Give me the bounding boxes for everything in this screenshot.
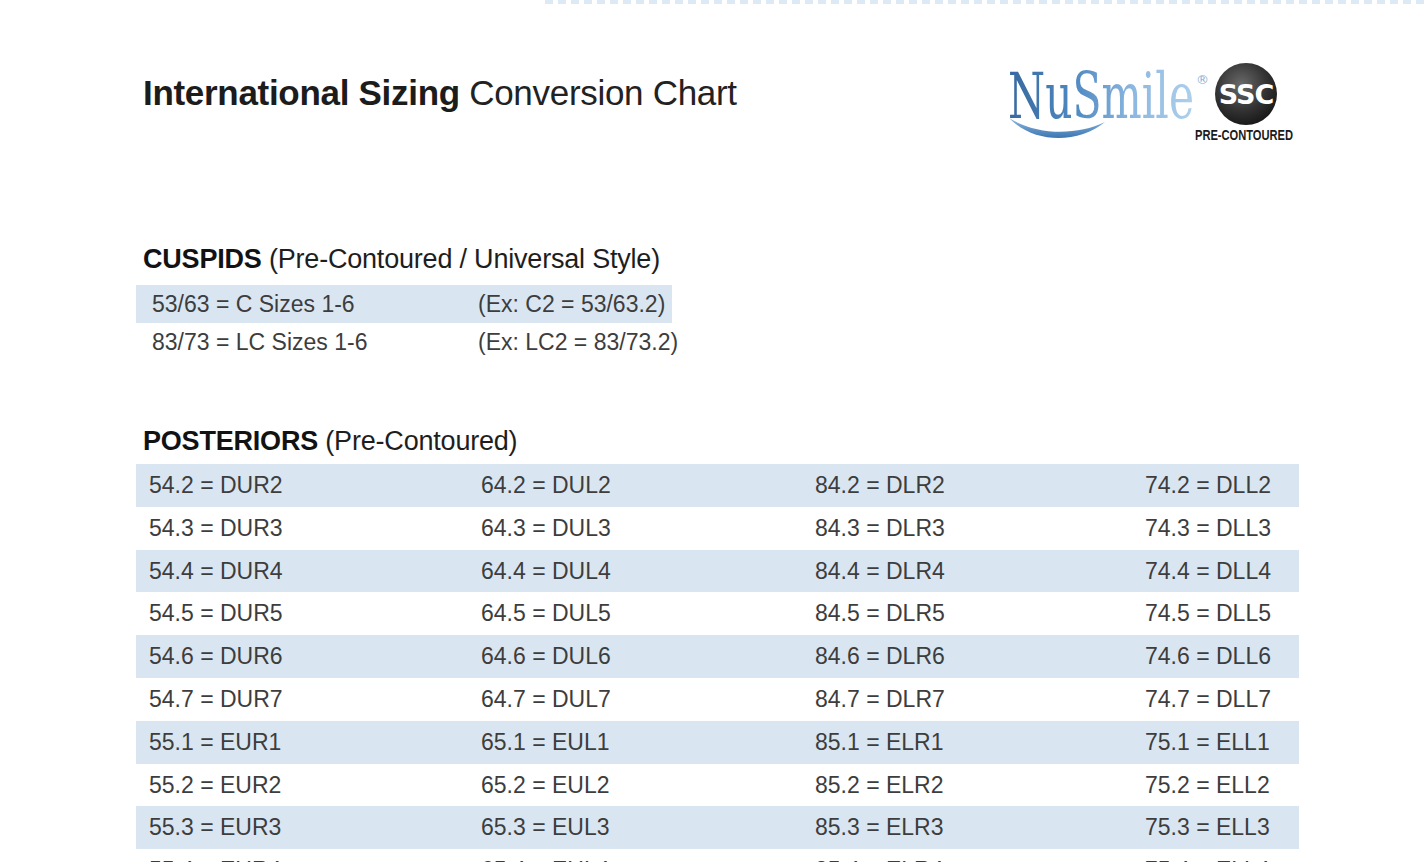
table-cell: 54.4 = DUR4 <box>149 550 481 593</box>
cuspids-heading: CUSPIDS (Pre-Contoured / Universal Style… <box>143 246 660 273</box>
table-row: 55.4 = EUR465.4 = EUL485.4 = ELR475.4 = … <box>136 849 1299 862</box>
table-cell: 85.1 = ELR1 <box>815 721 1145 764</box>
table-cell: 54.6 = DUR6 <box>149 635 481 678</box>
table-cell: (Ex: LC2 = 83/73.2) <box>478 323 678 361</box>
table-cell: 64.4 = DUL4 <box>481 550 815 593</box>
table-cell: 75.1 = ELL1 <box>1145 721 1299 764</box>
posteriors-heading: POSTERIORS (Pre-Contoured) <box>143 428 517 455</box>
table-row: 54.7 = DUR764.7 = DUL784.7 = DLR774.7 = … <box>136 678 1299 721</box>
table-cell: 83/73 = LC Sizes 1-6 <box>152 323 478 361</box>
table-cell: 65.3 = EUL3 <box>481 806 815 849</box>
posteriors-heading-note: (Pre-Contoured) <box>318 426 517 456</box>
table-row: 55.1 = EUR165.1 = EUL185.1 = ELR175.1 = … <box>136 721 1299 764</box>
table-cell: 84.7 = DLR7 <box>815 678 1145 721</box>
ssc-badge-label: SSC <box>1219 79 1274 110</box>
table-cell: 64.2 = DUL2 <box>481 464 815 507</box>
table-cell: 64.6 = DUL6 <box>481 635 815 678</box>
table-row: 54.5 = DUR564.5 = DUL584.5 = DLR574.5 = … <box>136 592 1299 635</box>
table-cell: 85.3 = ELR3 <box>815 806 1145 849</box>
table-cell: 54.2 = DUR2 <box>149 464 481 507</box>
table-cell: 84.3 = DLR3 <box>815 507 1145 550</box>
table-row: 83/73 = LC Sizes 1-6(Ex: LC2 = 83/73.2) <box>136 323 672 361</box>
table-row: 55.3 = EUR365.3 = EUL385.3 = ELR375.3 = … <box>136 806 1299 849</box>
table-cell: 74.3 = DLL3 <box>1145 507 1299 550</box>
table-cell: 75.3 = ELL3 <box>1145 806 1299 849</box>
dashed-cut-line <box>545 0 1424 4</box>
nusmile-wordmark-text: NuSmile <box>1008 59 1194 133</box>
table-row: 54.2 = DUR264.2 = DUL284.2 = DLR274.2 = … <box>136 464 1299 507</box>
cuspids-table: 53/63 = C Sizes 1-6(Ex: C2 = 53/63.2)83/… <box>136 285 672 361</box>
table-cell: 84.2 = DLR2 <box>815 464 1145 507</box>
table-cell: 54.7 = DUR7 <box>149 678 481 721</box>
table-cell: 85.2 = ELR2 <box>815 764 1145 807</box>
table-cell: 74.5 = DLL5 <box>1145 592 1299 635</box>
table-row: 54.3 = DUR364.3 = DUL384.3 = DLR374.3 = … <box>136 507 1299 550</box>
cuspids-heading-bold: CUSPIDS <box>143 244 262 274</box>
nusmile-wordmark: NuSmile ® <box>1008 59 1209 138</box>
brand-logo: NuSmile ® SSC PRE-CONTOURED <box>1006 58 1298 146</box>
table-row: 55.2 = EUR265.2 = EUL285.2 = ELR275.2 = … <box>136 764 1299 807</box>
table-cell: 65.1 = EUL1 <box>481 721 815 764</box>
table-cell: 84.5 = DLR5 <box>815 592 1145 635</box>
table-cell: 55.1 = EUR1 <box>149 721 481 764</box>
table-cell: 75.4 = ELL4 <box>1145 849 1299 862</box>
registered-trademark-icon: ® <box>1196 72 1209 87</box>
table-cell: 74.4 = DLL4 <box>1145 550 1299 593</box>
table-cell: 84.4 = DLR4 <box>815 550 1145 593</box>
table-cell: 74.6 = DLL6 <box>1145 635 1299 678</box>
table-cell: 75.2 = ELL2 <box>1145 764 1299 807</box>
table-cell: 74.7 = DLL7 <box>1145 678 1299 721</box>
table-cell: 84.6 = DLR6 <box>815 635 1145 678</box>
table-cell: 64.3 = DUL3 <box>481 507 815 550</box>
table-cell: (Ex: C2 = 53/63.2) <box>478 285 672 323</box>
table-cell: 54.3 = DUR3 <box>149 507 481 550</box>
table-cell: 65.4 = EUL4 <box>481 849 815 862</box>
document-page: International Sizing Conversion Chart Nu… <box>0 0 1424 862</box>
table-cell: 53/63 = C Sizes 1-6 <box>152 285 478 323</box>
table-cell: 85.4 = ELR4 <box>815 849 1145 862</box>
table-cell: 64.5 = DUL5 <box>481 592 815 635</box>
table-row: 54.4 = DUR464.4 = DUL484.4 = DLR474.4 = … <box>136 550 1299 593</box>
table-cell: 55.2 = EUR2 <box>149 764 481 807</box>
table-cell: 55.4 = EUR4 <box>149 849 481 862</box>
posteriors-table: 54.2 = DUR264.2 = DUL284.2 = DLR274.2 = … <box>136 464 1299 862</box>
table-cell: 54.5 = DUR5 <box>149 592 481 635</box>
page-title: International Sizing Conversion Chart <box>143 75 737 110</box>
page-title-bold: International Sizing <box>143 73 460 112</box>
table-cell: 55.3 = EUR3 <box>149 806 481 849</box>
cuspids-heading-note: (Pre-Contoured / Universal Style) <box>262 244 660 274</box>
table-cell: 74.2 = DLL2 <box>1145 464 1299 507</box>
pre-contoured-label: PRE-CONTOURED <box>1195 127 1293 143</box>
table-cell: 64.7 = DUL7 <box>481 678 815 721</box>
table-row: 54.6 = DUR664.6 = DUL684.6 = DLR674.6 = … <box>136 635 1299 678</box>
ssc-badge: SSC <box>1215 63 1277 125</box>
page-title-regular: Conversion Chart <box>460 73 737 112</box>
table-row: 53/63 = C Sizes 1-6(Ex: C2 = 53/63.2) <box>136 285 672 323</box>
table-cell: 65.2 = EUL2 <box>481 764 815 807</box>
posteriors-heading-bold: POSTERIORS <box>143 426 318 456</box>
